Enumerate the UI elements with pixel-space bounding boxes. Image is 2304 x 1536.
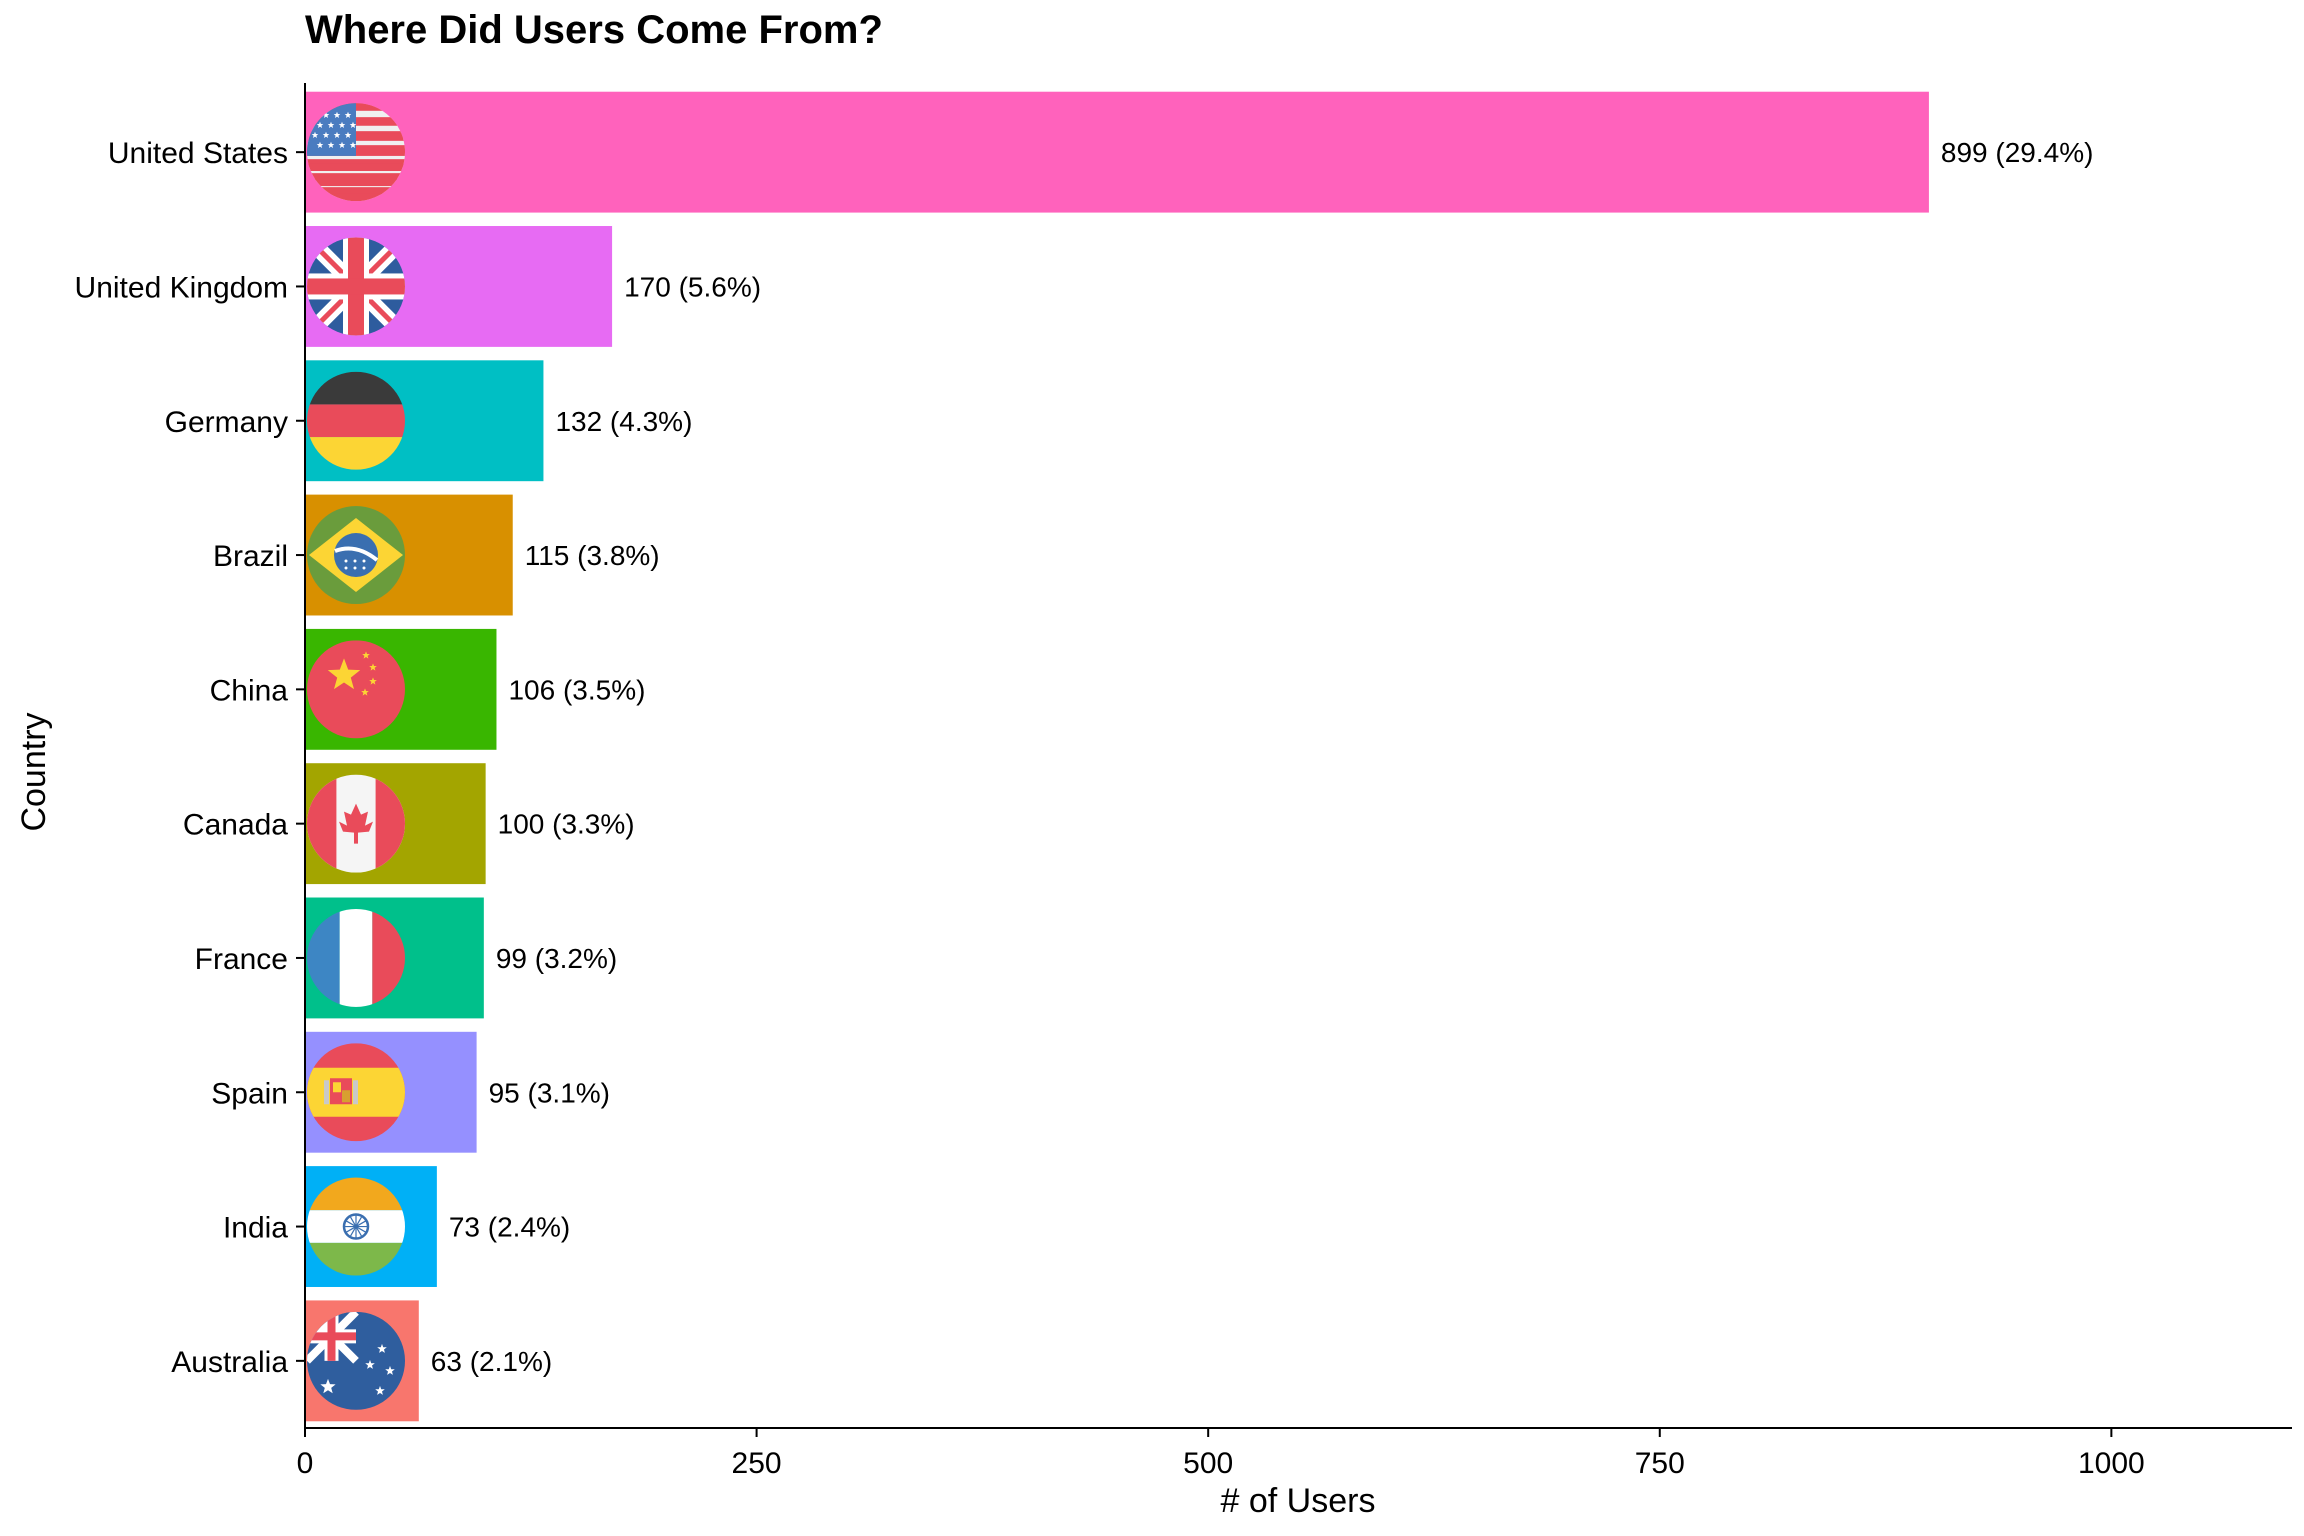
y-tick-label: Germany xyxy=(165,406,288,439)
flags-layer xyxy=(307,103,405,1410)
germany-flag-icon xyxy=(307,371,405,470)
y-tick-label: Spain xyxy=(211,1077,288,1110)
value-label: 170 (5.6%) xyxy=(624,271,761,302)
value-label: 99 (3.2%) xyxy=(496,943,617,974)
x-tick-label: 0 xyxy=(297,1447,314,1480)
value-label: 73 (2.4%) xyxy=(449,1212,570,1243)
value-label: 899 (29.4%) xyxy=(1941,137,2094,168)
y-tick-label: China xyxy=(210,674,289,707)
canada-flag-icon xyxy=(307,774,405,873)
y-tick-label: United States xyxy=(108,137,288,170)
value-label: 63 (2.1%) xyxy=(431,1346,552,1377)
y-tick-label: Brazil xyxy=(213,540,288,573)
value-label: 100 (3.3%) xyxy=(498,809,635,840)
y-tick-label: Canada xyxy=(183,809,288,842)
uk-flag-icon xyxy=(307,237,405,336)
y-axis-title: Country xyxy=(15,712,53,831)
brazil-flag-icon xyxy=(307,506,405,605)
value-label: 132 (4.3%) xyxy=(555,406,692,437)
x-tick-label: 500 xyxy=(1183,1447,1233,1480)
value-labels-layer: 899 (29.4%) 170 (5.6%) 132 (4.3%) 115 (3.8%… xyxy=(431,137,2094,1377)
bar-united-states xyxy=(305,91,1929,213)
x-tick-label: 750 xyxy=(1635,1447,1685,1480)
axes-layer: United States United Kingdom Germany Brazil… xyxy=(75,83,2292,1480)
australia-flag-icon xyxy=(307,1311,405,1410)
value-label: 115 (3.8%) xyxy=(525,540,660,571)
france-flag-icon xyxy=(307,908,405,1007)
x-axis-title: # of Users xyxy=(1221,1482,1376,1520)
value-label: 95 (3.1%) xyxy=(489,1077,610,1108)
y-tick-label: Australia xyxy=(171,1346,288,1379)
value-label: 106 (3.5%) xyxy=(508,674,645,705)
y-tick-label: United Kingdom xyxy=(75,271,288,304)
x-tick-label: 1000 xyxy=(2078,1447,2145,1480)
china-flag-icon xyxy=(307,640,405,739)
x-tick-label: 250 xyxy=(732,1447,782,1480)
y-tick-label: France xyxy=(195,943,288,976)
india-flag-icon xyxy=(307,1177,405,1276)
spain-flag-icon xyxy=(307,1043,405,1142)
us-flag-icon xyxy=(307,103,405,202)
chart-title: Where Did Users Come From? xyxy=(305,8,883,52)
y-tick-label: India xyxy=(223,1212,288,1245)
